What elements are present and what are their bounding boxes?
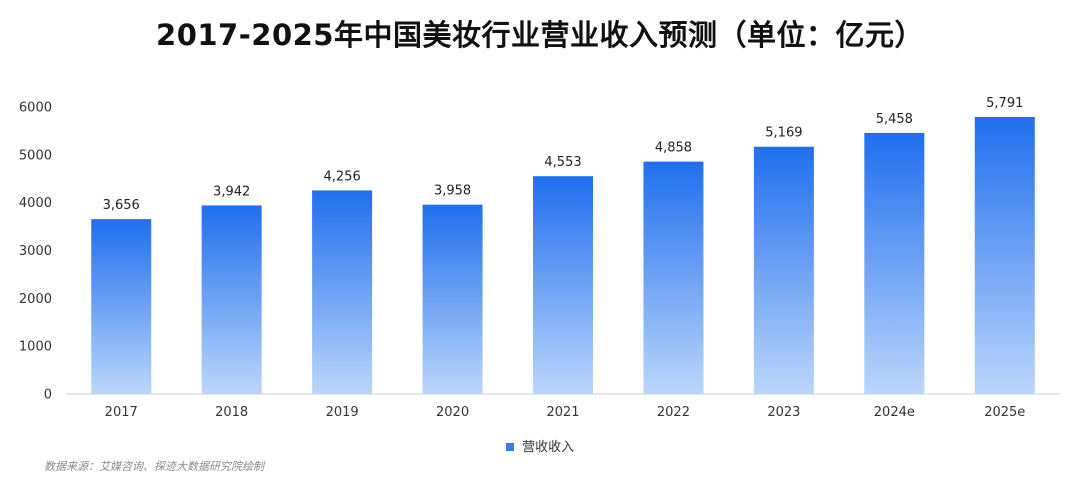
x-tick-label: 2018 — [215, 405, 248, 420]
y-tick-label: 6000 — [19, 101, 52, 116]
x-axis: 2017 2018 2019 2020 2021 2022 2023 2024e 2025e — [105, 405, 1026, 420]
bar-2019 — [312, 190, 373, 394]
bar-value-label: 4,553 — [544, 155, 581, 170]
bar-2023 — [753, 146, 814, 394]
bar-value-label: 4,858 — [655, 141, 692, 156]
y-tick-label: 4000 — [19, 196, 52, 211]
chart-title: 2017-2025年中国美妆行业营业收入预测（单位：亿元） — [156, 18, 924, 52]
bar-series: 3,656 3,942 4,256 3,958 4,553 4,858 5,169 5,458… — [91, 96, 1035, 395]
bar-value-label: 5,458 — [876, 112, 913, 127]
legend: 营收收入 — [0, 436, 1080, 455]
bar-value-label: 3,958 — [434, 184, 471, 199]
x-tick-label: 2019 — [326, 405, 359, 420]
legend-swatch — [505, 442, 514, 451]
bar-2024e — [864, 132, 925, 394]
bar-2021 — [533, 176, 593, 394]
bar-value-label: 3,942 — [213, 184, 250, 199]
bar-2022 — [643, 161, 704, 394]
bar-2017 — [91, 219, 152, 394]
legend-label: 营收收入 — [522, 440, 575, 455]
x-tick-label: 2020 — [436, 405, 469, 420]
bar-2025e — [974, 116, 1035, 395]
y-tick-label: 1000 — [19, 340, 52, 355]
bar-2018 — [201, 205, 262, 394]
y-axis: 0 1000 2000 3000 4000 5000 6000 — [19, 101, 52, 403]
source-note: 数据来源：艾媒咨询、探迹大数据研究院绘制 — [44, 460, 264, 473]
x-tick-label: 2025e — [984, 405, 1025, 420]
x-tick-label: 2022 — [657, 405, 690, 420]
bar-2020 — [422, 204, 483, 394]
y-tick-label: 2000 — [19, 292, 52, 307]
y-tick-label: 3000 — [19, 244, 52, 259]
x-tick-label: 2021 — [546, 405, 579, 420]
bar-value-label: 5,791 — [986, 96, 1023, 111]
bar-value-label: 5,169 — [765, 126, 802, 141]
bar-value-label: 4,256 — [324, 169, 361, 184]
y-tick-label: 5000 — [19, 148, 52, 163]
x-tick-label: 2024e — [874, 405, 915, 420]
x-tick-label: 2017 — [105, 405, 138, 420]
x-tick-label: 2023 — [767, 405, 800, 420]
bar-value-label: 3,656 — [103, 198, 140, 213]
y-tick-label: 0 — [44, 388, 52, 403]
